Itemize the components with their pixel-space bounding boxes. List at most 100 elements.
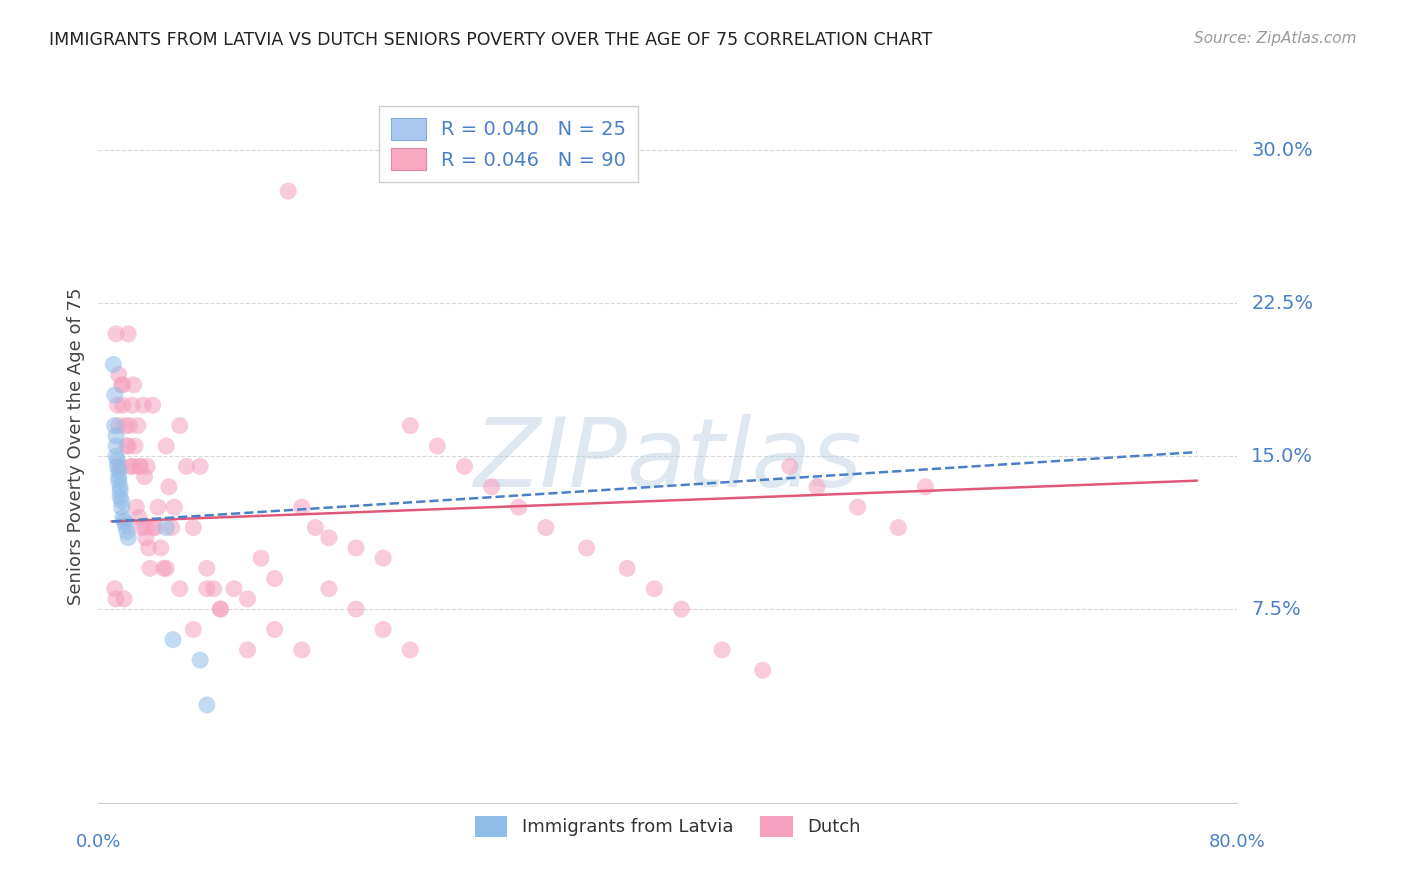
Point xyxy=(195,698,218,712)
Point xyxy=(108,480,131,494)
Point xyxy=(155,561,177,575)
Point xyxy=(104,418,127,433)
Point xyxy=(914,480,936,494)
Point xyxy=(107,474,129,488)
Point xyxy=(121,459,143,474)
Point xyxy=(453,459,475,474)
Point xyxy=(115,524,138,539)
Point xyxy=(132,398,155,412)
Point xyxy=(236,643,259,657)
Point xyxy=(202,582,225,596)
Point xyxy=(887,520,910,534)
Point xyxy=(250,551,273,566)
Point xyxy=(135,520,157,534)
Text: ZIPatlas: ZIPatlas xyxy=(474,414,862,507)
Point xyxy=(120,459,142,474)
Point xyxy=(236,591,259,606)
Point xyxy=(138,541,160,555)
Point xyxy=(107,453,129,467)
Point xyxy=(105,429,128,443)
Point xyxy=(616,561,638,575)
Point xyxy=(752,663,775,677)
Point xyxy=(160,520,183,534)
Point xyxy=(142,398,165,412)
Point xyxy=(127,418,149,433)
Point xyxy=(399,643,422,657)
Point xyxy=(169,582,191,596)
Point xyxy=(291,643,314,657)
Point xyxy=(128,510,150,524)
Point xyxy=(711,643,734,657)
Point xyxy=(111,377,134,392)
Point xyxy=(136,459,159,474)
Point xyxy=(209,602,232,616)
Point xyxy=(107,459,129,474)
Point xyxy=(118,418,141,433)
Point xyxy=(125,500,148,515)
Point xyxy=(149,541,172,555)
Legend: Immigrants from Latvia, Dutch: Immigrants from Latvia, Dutch xyxy=(468,808,868,844)
Point xyxy=(110,494,132,508)
Point xyxy=(104,388,127,402)
Point xyxy=(318,531,340,545)
Point xyxy=(779,459,801,474)
Point xyxy=(105,326,128,341)
Point xyxy=(344,541,367,555)
Point xyxy=(152,561,174,575)
Point xyxy=(291,500,314,515)
Point xyxy=(222,582,245,596)
Point xyxy=(114,418,136,433)
Point xyxy=(105,439,128,453)
Point xyxy=(121,398,143,412)
Point xyxy=(508,500,530,515)
Text: 15.0%: 15.0% xyxy=(1251,447,1313,466)
Point xyxy=(146,500,169,515)
Point xyxy=(142,520,165,534)
Point xyxy=(145,520,167,534)
Text: 22.5%: 22.5% xyxy=(1251,293,1313,313)
Point xyxy=(122,377,145,392)
Point xyxy=(344,602,367,616)
Point xyxy=(105,591,128,606)
Point xyxy=(107,469,129,483)
Point xyxy=(112,591,135,606)
Point xyxy=(209,602,232,616)
Point xyxy=(183,520,205,534)
Point xyxy=(117,531,139,545)
Point xyxy=(135,531,157,545)
Text: 80.0%: 80.0% xyxy=(1209,833,1265,851)
Point xyxy=(162,632,184,647)
Point xyxy=(128,459,150,474)
Text: 30.0%: 30.0% xyxy=(1251,141,1313,160)
Point xyxy=(107,398,129,412)
Point xyxy=(104,582,127,596)
Point xyxy=(114,518,136,533)
Text: Source: ZipAtlas.com: Source: ZipAtlas.com xyxy=(1194,31,1357,46)
Point xyxy=(139,561,162,575)
Point xyxy=(107,418,129,433)
Point xyxy=(129,459,152,474)
Point xyxy=(371,551,394,566)
Point xyxy=(304,520,326,534)
Point xyxy=(481,480,503,494)
Point xyxy=(108,483,131,498)
Point xyxy=(134,469,156,483)
Point xyxy=(105,449,128,463)
Point xyxy=(112,515,135,529)
Point xyxy=(111,398,134,412)
Point xyxy=(195,582,218,596)
Point xyxy=(110,377,132,392)
Point xyxy=(155,520,177,534)
Point xyxy=(263,572,285,586)
Point xyxy=(115,439,138,453)
Point xyxy=(846,500,869,515)
Point xyxy=(195,561,218,575)
Point xyxy=(124,439,146,453)
Point xyxy=(188,653,211,667)
Point xyxy=(534,520,557,534)
Point xyxy=(263,623,285,637)
Point xyxy=(371,623,394,637)
Point xyxy=(277,184,299,198)
Point xyxy=(169,418,191,433)
Point xyxy=(111,510,134,524)
